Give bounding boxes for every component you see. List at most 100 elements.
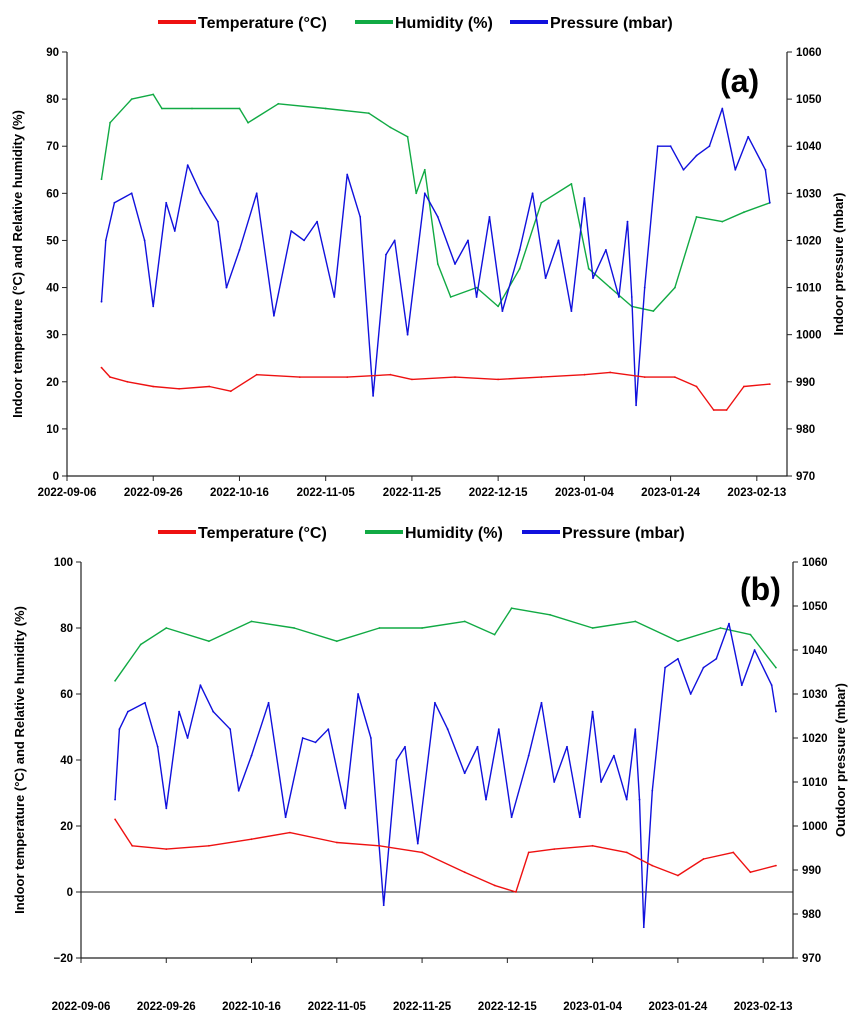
y2-tick-label: 1050 xyxy=(796,94,822,106)
data-point xyxy=(114,798,116,801)
data-point xyxy=(695,385,698,388)
data-point xyxy=(378,844,381,847)
data-point xyxy=(493,884,496,887)
x-tick-label: 2023-02-13 xyxy=(727,487,786,499)
data-point xyxy=(238,107,241,110)
data-point xyxy=(728,622,730,625)
x-tick-label: 2022-12-15 xyxy=(478,1001,537,1013)
data-point xyxy=(415,192,418,195)
data-point xyxy=(485,798,487,801)
data-point xyxy=(643,376,646,378)
y2-tick-label: 970 xyxy=(796,471,815,483)
data-point xyxy=(463,772,466,775)
y-tick-label: 80 xyxy=(46,94,59,106)
data-point xyxy=(298,376,301,378)
data-point xyxy=(186,737,189,739)
x-tick-label: 2022-09-06 xyxy=(52,1001,111,1013)
data-point xyxy=(346,173,349,176)
data-point xyxy=(152,305,155,308)
x-tick-label: 2023-01-04 xyxy=(563,1001,622,1013)
data-point xyxy=(372,395,374,397)
data-point xyxy=(768,383,771,385)
data-point xyxy=(583,197,586,199)
data-point xyxy=(416,842,419,845)
data-point xyxy=(651,864,654,867)
data-point xyxy=(152,385,155,388)
data-point xyxy=(775,666,777,669)
data-point xyxy=(277,102,280,105)
data-point xyxy=(100,178,103,181)
data-point xyxy=(199,684,202,687)
data-point xyxy=(719,627,722,629)
data-point xyxy=(609,371,612,374)
data-point xyxy=(497,728,500,731)
y2-tick-label: 980 xyxy=(796,424,815,436)
data-point xyxy=(165,627,168,629)
data-point xyxy=(290,230,293,232)
data-point xyxy=(229,390,232,393)
y-tick-label: 20 xyxy=(46,377,59,389)
data-point xyxy=(531,192,534,195)
data-point xyxy=(544,277,547,279)
data-point xyxy=(764,168,767,171)
data-point xyxy=(289,831,291,834)
data-point xyxy=(143,239,146,242)
data-point xyxy=(250,620,253,623)
data-point xyxy=(327,728,330,731)
x-tick-label: 2022-10-16 xyxy=(222,1001,281,1013)
legend-entry: Temperature (°C) xyxy=(198,15,327,32)
y-tick-label: 30 xyxy=(46,330,59,342)
data-point xyxy=(389,126,392,129)
y-tick-label: 100 xyxy=(54,557,73,569)
data-point xyxy=(114,679,116,682)
data-point xyxy=(625,851,628,854)
data-point xyxy=(395,759,398,761)
data-point xyxy=(191,107,193,110)
x-tick-label: 2023-01-24 xyxy=(641,487,700,499)
data-point xyxy=(732,851,735,854)
data-point xyxy=(301,737,304,739)
data-point xyxy=(333,296,336,298)
data-point xyxy=(267,701,270,704)
data-point xyxy=(454,376,456,378)
y2-tick-label: 990 xyxy=(802,865,821,877)
data-point xyxy=(237,789,240,792)
data-point xyxy=(682,168,685,171)
x-tick-label: 2022-11-05 xyxy=(308,1001,367,1013)
x-tick-label: 2022-11-25 xyxy=(383,487,442,499)
y2-tick-label: 1060 xyxy=(796,47,822,59)
data-point xyxy=(642,926,645,929)
x-tick-label: 2023-01-24 xyxy=(648,1001,707,1013)
data-point xyxy=(144,701,146,704)
y2-tick-label: 990 xyxy=(796,377,815,389)
data-point xyxy=(635,404,637,407)
data-point xyxy=(740,684,743,687)
data-point xyxy=(100,366,103,369)
data-point xyxy=(651,789,654,792)
legend-entry: Pressure (mbar) xyxy=(562,525,685,542)
data-point xyxy=(527,754,530,757)
data-point xyxy=(467,239,469,242)
y2-tick-label: 970 xyxy=(802,953,821,965)
x-tick-label: 2023-01-04 xyxy=(555,487,614,499)
y2-tick-label: 1030 xyxy=(802,689,828,701)
data-point xyxy=(677,640,679,643)
x-tick-label: 2022-09-26 xyxy=(137,1001,196,1013)
y-tick-label: 20 xyxy=(60,821,73,833)
data-point xyxy=(250,754,253,757)
series-line xyxy=(114,819,777,893)
data-point xyxy=(674,376,676,378)
panel-b: Temperature (°C) Humidity (%) Pressure (mb… xyxy=(12,525,848,1013)
data-point xyxy=(238,249,241,251)
data-point xyxy=(712,409,715,411)
data-point xyxy=(284,816,287,819)
data-point xyxy=(638,798,641,801)
data-point xyxy=(570,183,573,185)
y-tick-label: −20 xyxy=(53,953,73,965)
data-point xyxy=(165,807,168,810)
series-line xyxy=(100,367,770,411)
data-point xyxy=(324,107,327,110)
data-point xyxy=(630,296,633,298)
panel-label: (a) xyxy=(720,63,759,99)
data-point xyxy=(406,135,409,138)
